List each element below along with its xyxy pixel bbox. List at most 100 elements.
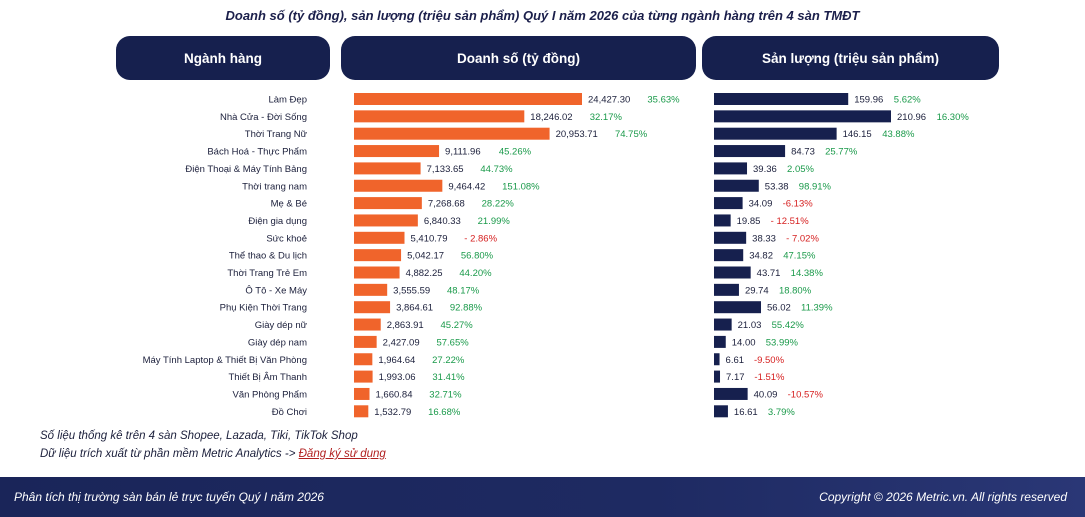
volume-value-label: 159.96 [854, 95, 883, 106]
revenue-growth-label: 57.65% [436, 337, 469, 348]
revenue-growth-label: 32.71% [429, 389, 462, 400]
register-link[interactable]: Đăng ký sử dụng [298, 448, 386, 460]
revenue-value-label: 2,863.91 [387, 320, 424, 331]
category-label: Bách Hoá - Thực Phẩm [207, 147, 307, 158]
volume-value-label: 210.96 [897, 112, 926, 123]
revenue-value-label: 7,133.65 [427, 164, 464, 175]
category-label: Đồ Chơi [272, 407, 307, 418]
volume-value-label: 6.61 [726, 355, 745, 366]
volume-growth-label: -6.13% [783, 199, 814, 210]
revenue-growth-label: 151.08% [502, 181, 540, 192]
revenue-value-label: 5,410.79 [411, 233, 448, 244]
revenue-bar [354, 283, 388, 296]
revenue-bar [354, 231, 405, 244]
footer-left-text: Phân tích thị trường sàn bán lẻ trực tuy… [14, 490, 324, 504]
revenue-growth-label: 35.63% [647, 95, 680, 106]
extract-note: Dữ liệu trích xuất từ phần mềm Metric An… [40, 448, 386, 460]
volume-growth-label: - 7.02% [786, 233, 819, 244]
revenue-growth-label: 45.27% [441, 320, 474, 331]
revenue-value-label: 9,464.42 [448, 181, 485, 192]
revenue-bar [354, 197, 422, 210]
revenue-growth-label: 16.68% [428, 407, 461, 418]
header-category-label: Ngành hàng [184, 50, 262, 66]
volume-growth-label: -10.57% [788, 389, 824, 400]
volume-bar [714, 249, 744, 262]
revenue-growth-label: 48.17% [447, 285, 480, 296]
category-label: Điện gia dụng [248, 216, 307, 227]
category-label: Thời trang nam [242, 181, 307, 192]
volume-value-label: 43.71 [757, 268, 781, 279]
volume-growth-label: -1.51% [754, 372, 785, 383]
volume-growth-label: 16.30% [937, 112, 970, 123]
revenue-value-label: 9,111.96 [445, 147, 481, 158]
category-label: Thể thao & Du lịch [229, 251, 307, 262]
extract-note-text: Dữ liệu trích xuất từ phần mềm Metric An… [40, 448, 299, 460]
revenue-bar [354, 162, 421, 175]
revenue-value-label: 2,427.09 [383, 337, 420, 348]
volume-growth-label: 2.05% [787, 164, 814, 175]
source-note: Số liệu thống kê trên 4 sàn Shopee, Laza… [40, 430, 358, 442]
revenue-growth-label: 21.99% [478, 216, 511, 227]
revenue-value-label: 5,042.17 [407, 251, 444, 262]
revenue-value-label: 3,864.61 [396, 303, 433, 314]
revenue-bar [354, 301, 391, 314]
revenue-growth-label: 31.41% [432, 372, 465, 383]
header-volume-label: Sản lượng (triệu sản phẩm) [762, 50, 939, 66]
revenue-growth-label: 28.22% [482, 199, 515, 210]
category-label: Phụ Kiện Thời Trang [220, 303, 307, 314]
volume-growth-label: 11.39% [801, 303, 833, 314]
revenue-growth-label: 45.26% [499, 147, 532, 158]
revenue-value-label: 20,953.71 [556, 129, 598, 140]
revenue-bar [354, 335, 377, 348]
volume-growth-label: 3.79% [768, 407, 795, 418]
revenue-bar [354, 405, 369, 418]
revenue-bar [354, 110, 525, 123]
category-label: Thời Trang Trẻ Em [227, 268, 307, 279]
category-label: Ô Tô - Xe Máy [245, 285, 307, 296]
volume-bar [714, 370, 721, 383]
revenue-bar [354, 93, 582, 105]
volume-growth-label: 18.80% [779, 285, 812, 296]
volume-value-label: 146.15 [843, 129, 872, 140]
volume-value-label: 29.74 [745, 285, 769, 296]
volume-bar [714, 231, 747, 244]
revenue-growth-label: 44.73% [480, 164, 513, 175]
volume-bar [714, 179, 759, 192]
header-revenue: Doanh số (tỷ đồng) [341, 36, 696, 80]
revenue-bar [354, 370, 373, 383]
volume-value-label: 34.09 [749, 199, 773, 210]
volume-growth-label: 14.38% [791, 268, 824, 279]
category-label: Làm Đẹp [268, 95, 307, 106]
volume-bar [714, 387, 748, 400]
revenue-growth-label: 27.22% [432, 355, 465, 366]
category-label: Điện Thoại & Máy Tính Bảng [185, 164, 307, 175]
volume-growth-label: 25.77% [825, 147, 858, 158]
revenue-value-label: 1,660.84 [376, 389, 413, 400]
volume-bar [714, 145, 786, 158]
volume-growth-label: 55.42% [772, 320, 805, 331]
revenue-bar [354, 266, 400, 279]
volume-value-label: 38.33 [752, 233, 776, 244]
bar-chart: Làm Đẹp 24,427.30 35.63% 159.96 5.62% Nhà Cửa… [143, 93, 970, 418]
volume-bar [714, 318, 732, 331]
volume-growth-label: - 12.51% [771, 216, 810, 227]
volume-value-label: 7.17 [726, 372, 745, 383]
volume-bar [714, 197, 743, 210]
volume-bar [714, 162, 748, 175]
revenue-value-label: 18,246.02 [530, 112, 572, 123]
revenue-value-label: 4,882.25 [406, 268, 443, 279]
category-label: Nhà Cửa - Đời Sống [220, 112, 307, 123]
volume-value-label: 14.00 [732, 337, 756, 348]
volume-value-label: 19.85 [737, 216, 761, 227]
header-revenue-label: Doanh số (tỷ đồng) [457, 50, 580, 66]
revenue-value-label: 1,964.64 [378, 355, 415, 366]
volume-bar [714, 335, 726, 348]
revenue-value-label: 3,555.59 [393, 285, 430, 296]
revenue-value-label: 6,840.33 [424, 216, 461, 227]
volume-value-label: 84.73 [791, 147, 815, 158]
revenue-bar [354, 179, 443, 192]
volume-growth-label: 5.62% [894, 95, 921, 106]
volume-value-label: 21.03 [738, 320, 762, 331]
volume-value-label: 34.82 [749, 251, 773, 262]
volume-bar [714, 301, 762, 314]
